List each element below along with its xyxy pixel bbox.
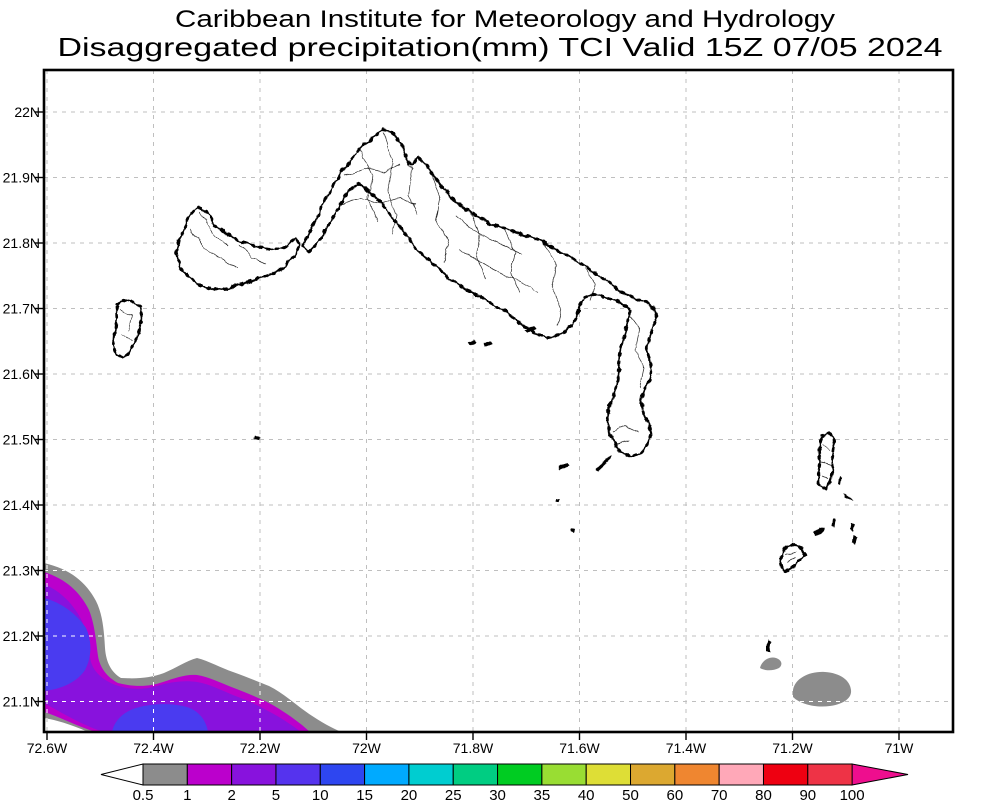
coastline-speckle — [174, 205, 302, 292]
colorbar-left-arrow — [100, 763, 144, 786]
x-tick-label: 72.4W — [133, 740, 174, 756]
caicos-islands-arc — [302, 129, 658, 458]
x-tick-label: 72.6W — [27, 740, 68, 756]
precip-core-5mm — [44, 598, 91, 691]
colorbar-segment — [364, 763, 410, 786]
y-tick-label: 22N — [14, 104, 40, 120]
x-tick-label: 72.2W — [240, 740, 281, 756]
map-frame — [42, 68, 955, 734]
colorbar-segment — [762, 763, 809, 786]
colorbar-threshold-label: 2 — [227, 787, 235, 800]
colorbar-segment — [186, 763, 233, 786]
colorbar-threshold-label: 5 — [272, 787, 280, 800]
small-cays — [230, 285, 857, 652]
colorbar-threshold-label: 60 — [666, 787, 683, 800]
colorbar-threshold-label: 80 — [755, 787, 772, 800]
colorbar-segment — [408, 763, 454, 786]
precip-contour-2mm — [44, 584, 301, 732]
precip-core-5mm — [112, 704, 208, 732]
turks-and-caicos-islands — [112, 128, 857, 652]
colorbar-segment — [275, 763, 321, 786]
x-tick-label: 71.2W — [772, 740, 813, 756]
y-tick-label: 21.7N — [3, 301, 40, 317]
colorbar-threshold-label: 35 — [534, 787, 551, 800]
longitude-axis-labels: 72.6W 72.4W 72.2W 72W 71.8W 71.6W 71.4W 71.2W 71… — [27, 740, 914, 756]
colorbar-threshold-label: 50 — [622, 787, 639, 800]
y-tick-label: 21.9N — [3, 170, 40, 186]
colorbar-threshold-label: 20 — [401, 787, 418, 800]
colorbar-segment — [630, 763, 676, 786]
y-tick-label: 21.8N — [3, 235, 40, 251]
coastline-speckle — [779, 543, 807, 575]
colorbar-segment — [718, 763, 764, 786]
x-tick-label: 71.8W — [453, 740, 494, 756]
colorbar-segment — [452, 763, 499, 786]
colorbar-threshold-label: 90 — [799, 787, 816, 800]
colorbar-threshold-label: 10 — [312, 787, 329, 800]
colorbar-threshold-label: 30 — [489, 787, 506, 800]
x-tick-label: 71.6W — [559, 740, 600, 756]
precip-patch-0p5mm — [760, 657, 782, 671]
page-title-line2: Disaggregated precipitation(mm) TCI Vali… — [58, 32, 943, 62]
colorbar-threshold-label: 25 — [445, 787, 462, 800]
precipitation-shading — [44, 563, 852, 732]
colorbar-segment — [674, 763, 720, 786]
gridlines-over-shading — [44, 563, 852, 732]
colorbar-threshold-label: 15 — [356, 787, 373, 800]
y-tick-label: 21.2N — [3, 628, 40, 644]
colorbar-threshold-label: 40 — [578, 787, 595, 800]
axis-ticks — [35, 111, 900, 740]
coastline-speckle — [112, 298, 144, 360]
precip-patch-0p5mm — [793, 671, 852, 707]
colorbar-segment — [142, 763, 188, 786]
y-tick-label: 21.3N — [3, 563, 40, 579]
colorbar-segment — [541, 763, 587, 786]
page-title-line1: Caribbean Institute for Meteorology and … — [175, 6, 835, 33]
colorbar-threshold-label: 1 — [183, 787, 191, 800]
y-tick-label: 21.1N — [3, 694, 40, 710]
colorbar-threshold-label: 0.5 — [133, 787, 154, 800]
x-tick-label: 72W — [352, 740, 382, 756]
providenciales-island — [175, 206, 301, 291]
colorbar-segment — [231, 763, 277, 786]
x-tick-label: 71.4W — [666, 740, 707, 756]
colorbar-right-arrow — [851, 763, 909, 786]
precipitation-colorbar: 0.5 1 2 5 10 15 20 25 30 35 40 50 60 70 80 90 100 — [100, 763, 909, 800]
colorbar-segment — [319, 763, 366, 786]
y-tick-label: 21.4N — [3, 497, 40, 513]
parish-boundary-lines — [119, 132, 832, 563]
lat-lon-gridlines — [44, 70, 953, 732]
y-tick-label: 21.6N — [3, 366, 40, 382]
colorbar-threshold-label: 70 — [711, 787, 728, 800]
latitude-axis-labels: 22N 21.9N 21.8N 21.7N 21.6N 21.5N 21.4N 21.3N 21… — [3, 104, 40, 710]
y-tick-label: 21.5N — [3, 432, 40, 448]
colorbar-segment — [497, 763, 543, 786]
colorbar-threshold-label: 100 — [840, 787, 865, 800]
coastline-speckle — [301, 128, 659, 459]
colorbar-segment — [807, 763, 853, 786]
x-tick-label: 71W — [885, 740, 915, 756]
colorbar-segment — [585, 763, 632, 786]
coastline-speckle — [816, 429, 836, 492]
